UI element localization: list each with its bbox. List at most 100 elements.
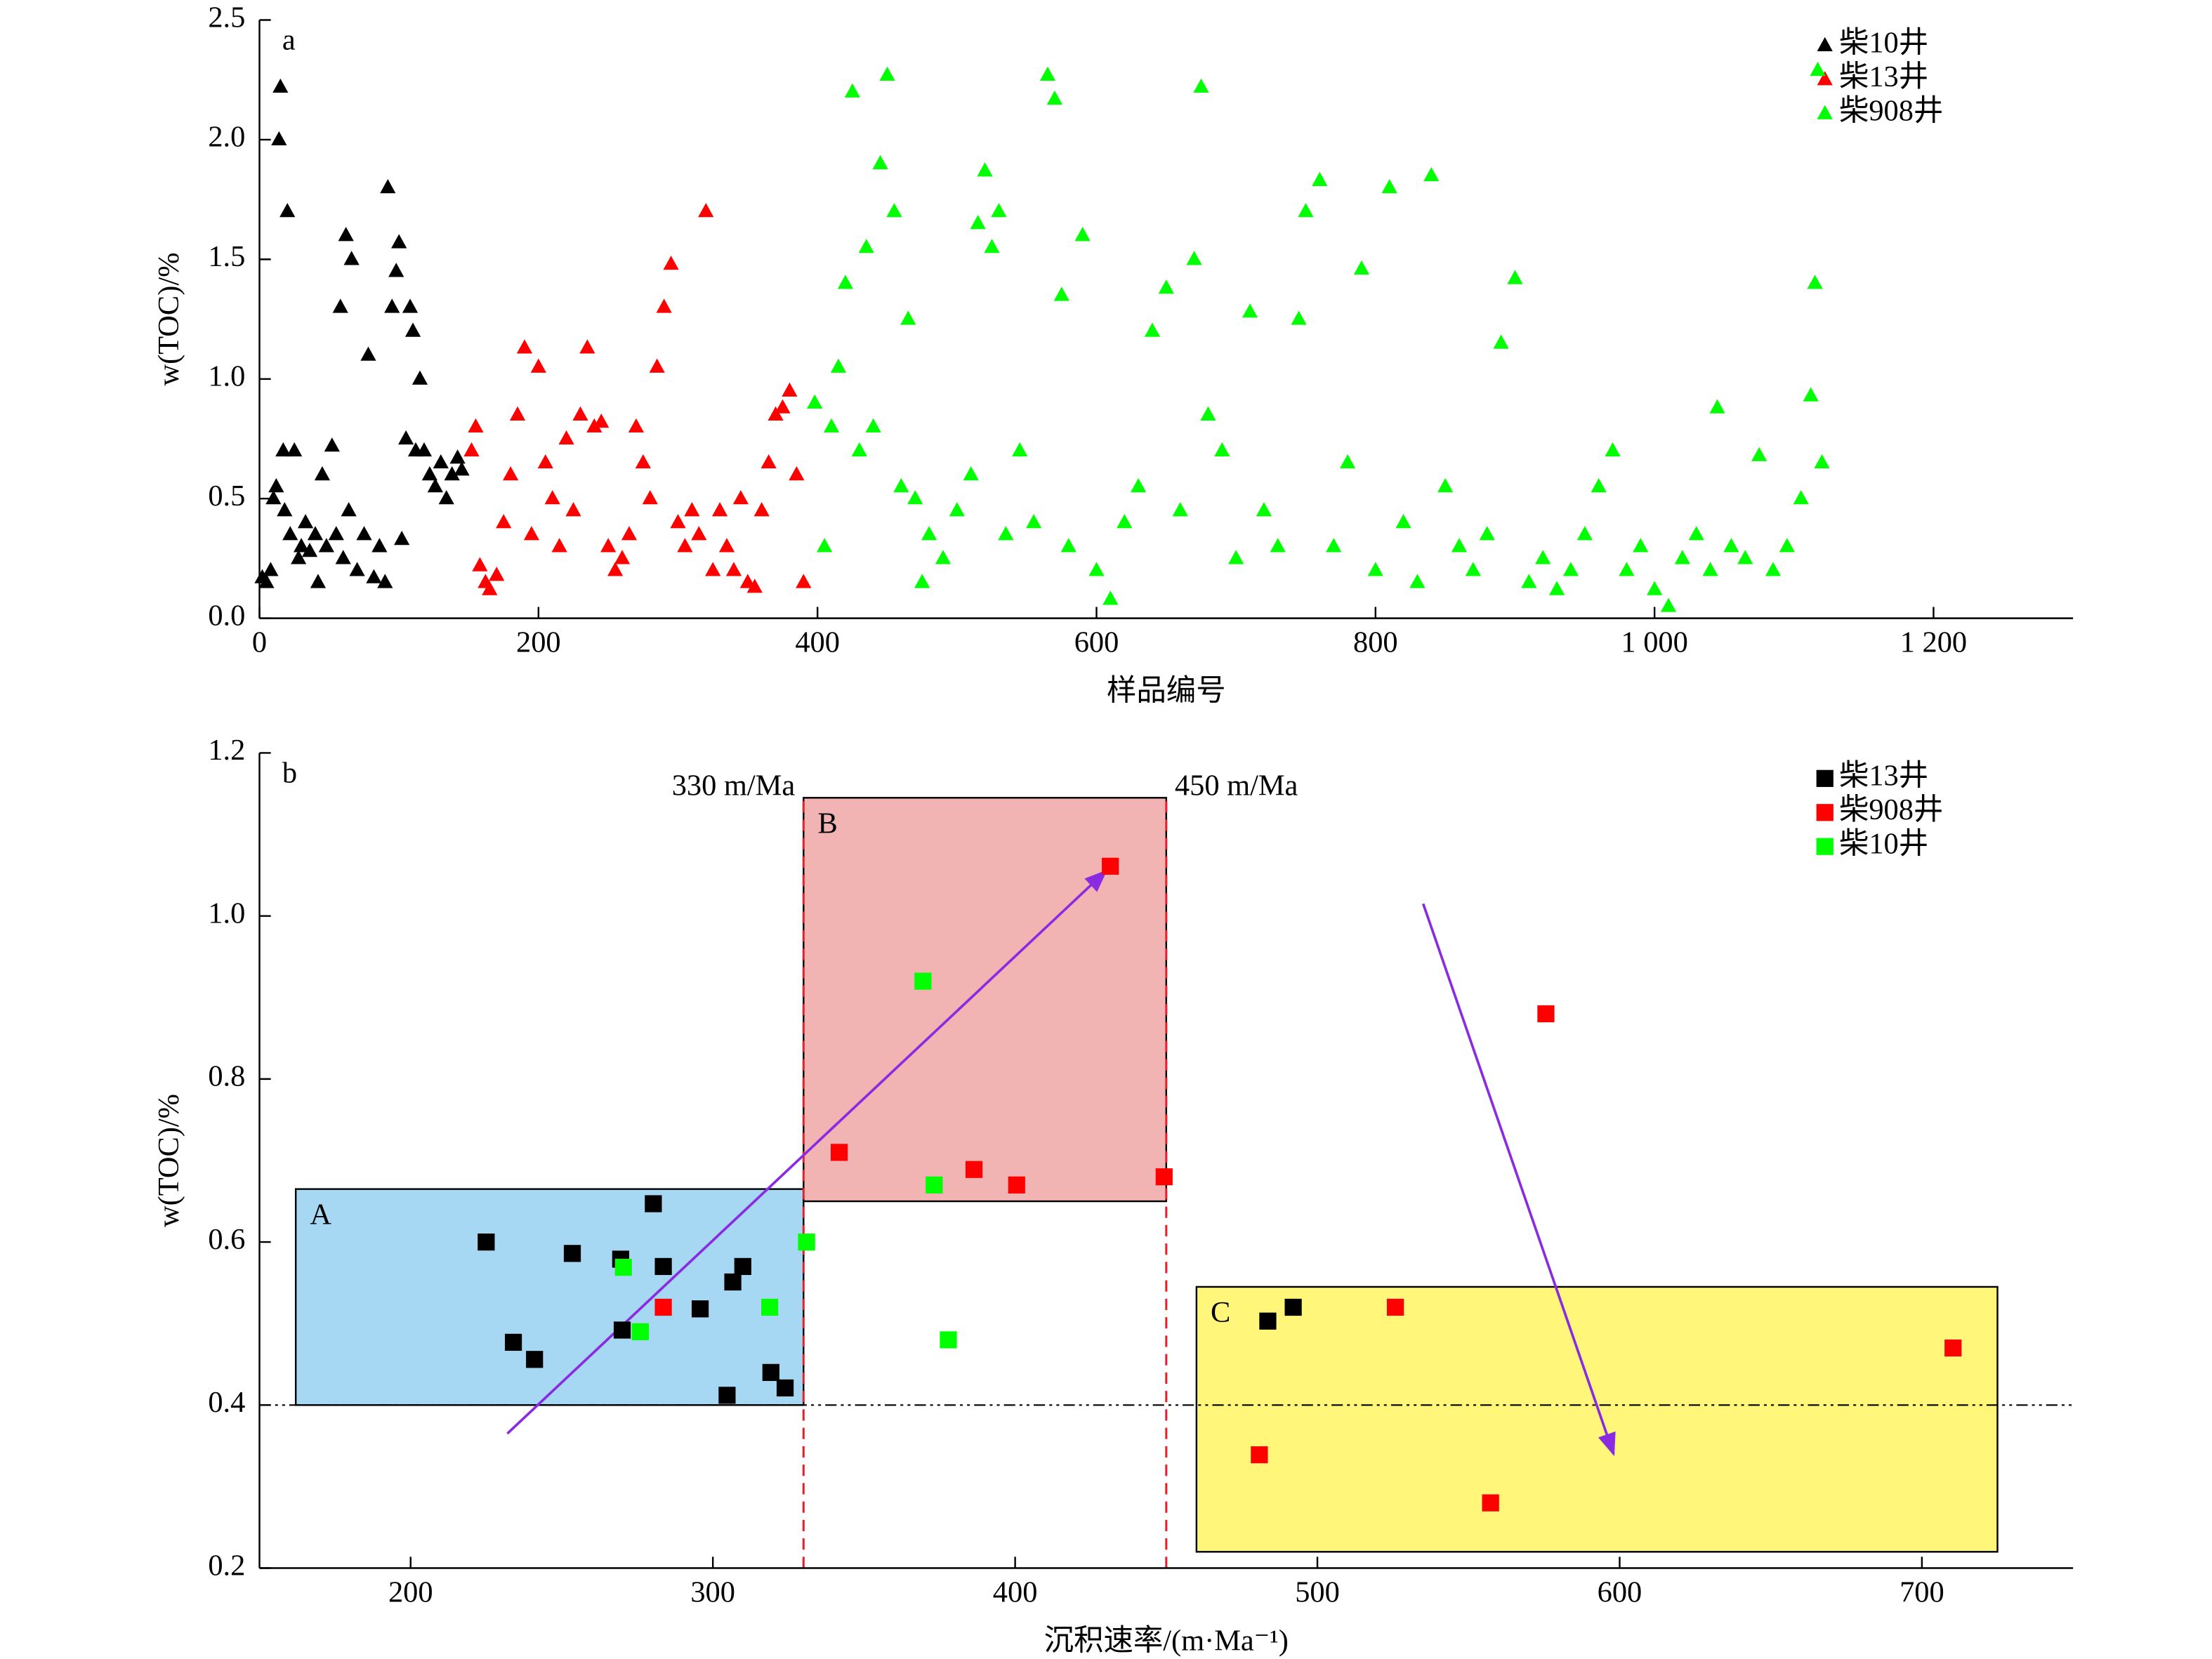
point bbox=[935, 550, 952, 564]
point bbox=[724, 1273, 742, 1291]
point bbox=[1270, 538, 1286, 553]
point bbox=[691, 526, 707, 541]
point bbox=[1814, 454, 1830, 469]
point bbox=[858, 239, 874, 253]
point bbox=[1326, 538, 1342, 553]
point bbox=[454, 461, 470, 476]
point bbox=[940, 1331, 957, 1349]
point bbox=[1423, 166, 1440, 182]
point bbox=[1479, 526, 1495, 541]
point bbox=[472, 557, 488, 571]
region bbox=[1195, 1285, 1999, 1553]
point bbox=[482, 581, 498, 595]
point bbox=[468, 418, 484, 433]
y-tick-label: 0.8 bbox=[208, 1060, 245, 1093]
legend-label: 柴10井 bbox=[1839, 27, 1928, 60]
x-tick-label: 500 bbox=[1295, 1576, 1340, 1609]
point bbox=[338, 227, 354, 242]
point bbox=[391, 234, 407, 249]
point bbox=[463, 442, 480, 457]
point bbox=[1060, 538, 1077, 553]
point bbox=[614, 550, 631, 564]
point bbox=[551, 538, 567, 553]
point bbox=[544, 490, 560, 505]
legend-swatch bbox=[1817, 37, 1833, 51]
point bbox=[977, 162, 993, 177]
point bbox=[318, 538, 334, 553]
point bbox=[314, 466, 331, 481]
legend-swatch bbox=[1816, 769, 1834, 787]
point bbox=[563, 1245, 581, 1262]
legend-label: 柴10井 bbox=[1839, 827, 1928, 860]
point bbox=[277, 502, 293, 517]
point bbox=[1702, 562, 1718, 576]
point bbox=[798, 1233, 815, 1251]
point bbox=[291, 550, 307, 564]
x-tick-label: 800 bbox=[1353, 626, 1398, 659]
point bbox=[1242, 303, 1258, 318]
point bbox=[789, 466, 805, 481]
legend-label: 柴908井 bbox=[1839, 793, 1943, 826]
x-tick-label: 1 200 bbox=[1900, 626, 1967, 659]
point bbox=[607, 562, 624, 576]
point bbox=[613, 1321, 631, 1339]
point bbox=[914, 972, 932, 990]
point bbox=[1535, 550, 1551, 564]
point bbox=[388, 263, 404, 277]
point bbox=[1102, 590, 1119, 605]
point bbox=[663, 256, 679, 270]
point bbox=[642, 490, 658, 505]
point bbox=[279, 203, 296, 218]
trend-arrow bbox=[1421, 903, 1616, 1457]
point bbox=[949, 502, 965, 517]
y-tick-label: 1.5 bbox=[208, 240, 245, 273]
x-axis-label: 沉积速率/(m·Ma⁻¹) bbox=[1044, 1624, 1289, 1657]
point bbox=[360, 346, 376, 361]
point bbox=[1291, 310, 1307, 325]
point bbox=[489, 567, 505, 581]
point bbox=[516, 339, 533, 354]
point bbox=[438, 490, 454, 505]
point bbox=[1025, 514, 1042, 529]
y-tick-label: 0.5 bbox=[208, 480, 245, 513]
point bbox=[1647, 581, 1663, 595]
point bbox=[1944, 1339, 1962, 1357]
x-tick-label: 700 bbox=[1900, 1576, 1944, 1609]
point bbox=[572, 406, 588, 421]
point bbox=[1256, 502, 1272, 517]
point bbox=[684, 502, 700, 517]
point bbox=[404, 322, 421, 337]
point bbox=[1521, 574, 1537, 588]
x-tick-label: 0 bbox=[252, 626, 267, 659]
point bbox=[271, 131, 287, 146]
point bbox=[509, 406, 526, 421]
point bbox=[1193, 78, 1209, 93]
point bbox=[656, 298, 672, 313]
point bbox=[1810, 61, 1826, 77]
point bbox=[504, 1333, 522, 1351]
y-tick-label: 1.0 bbox=[208, 897, 245, 930]
point bbox=[670, 514, 686, 529]
point bbox=[725, 562, 742, 576]
point bbox=[343, 251, 360, 265]
point bbox=[761, 454, 777, 469]
point bbox=[1186, 251, 1202, 265]
point bbox=[537, 454, 553, 469]
y-tick-label: 1.2 bbox=[208, 734, 245, 767]
point bbox=[412, 370, 428, 385]
point bbox=[268, 478, 284, 493]
point bbox=[865, 418, 881, 433]
point bbox=[1298, 203, 1314, 218]
point bbox=[1353, 260, 1370, 275]
point bbox=[830, 358, 847, 373]
point bbox=[1395, 514, 1411, 529]
rate-label: 330 m/Ma bbox=[672, 769, 796, 802]
point bbox=[753, 502, 770, 517]
x-tick-label: 1 000 bbox=[1621, 626, 1687, 659]
point bbox=[914, 574, 930, 588]
point bbox=[530, 358, 546, 373]
point bbox=[1803, 387, 1819, 402]
y-tick-label: 0.4 bbox=[208, 1386, 245, 1419]
